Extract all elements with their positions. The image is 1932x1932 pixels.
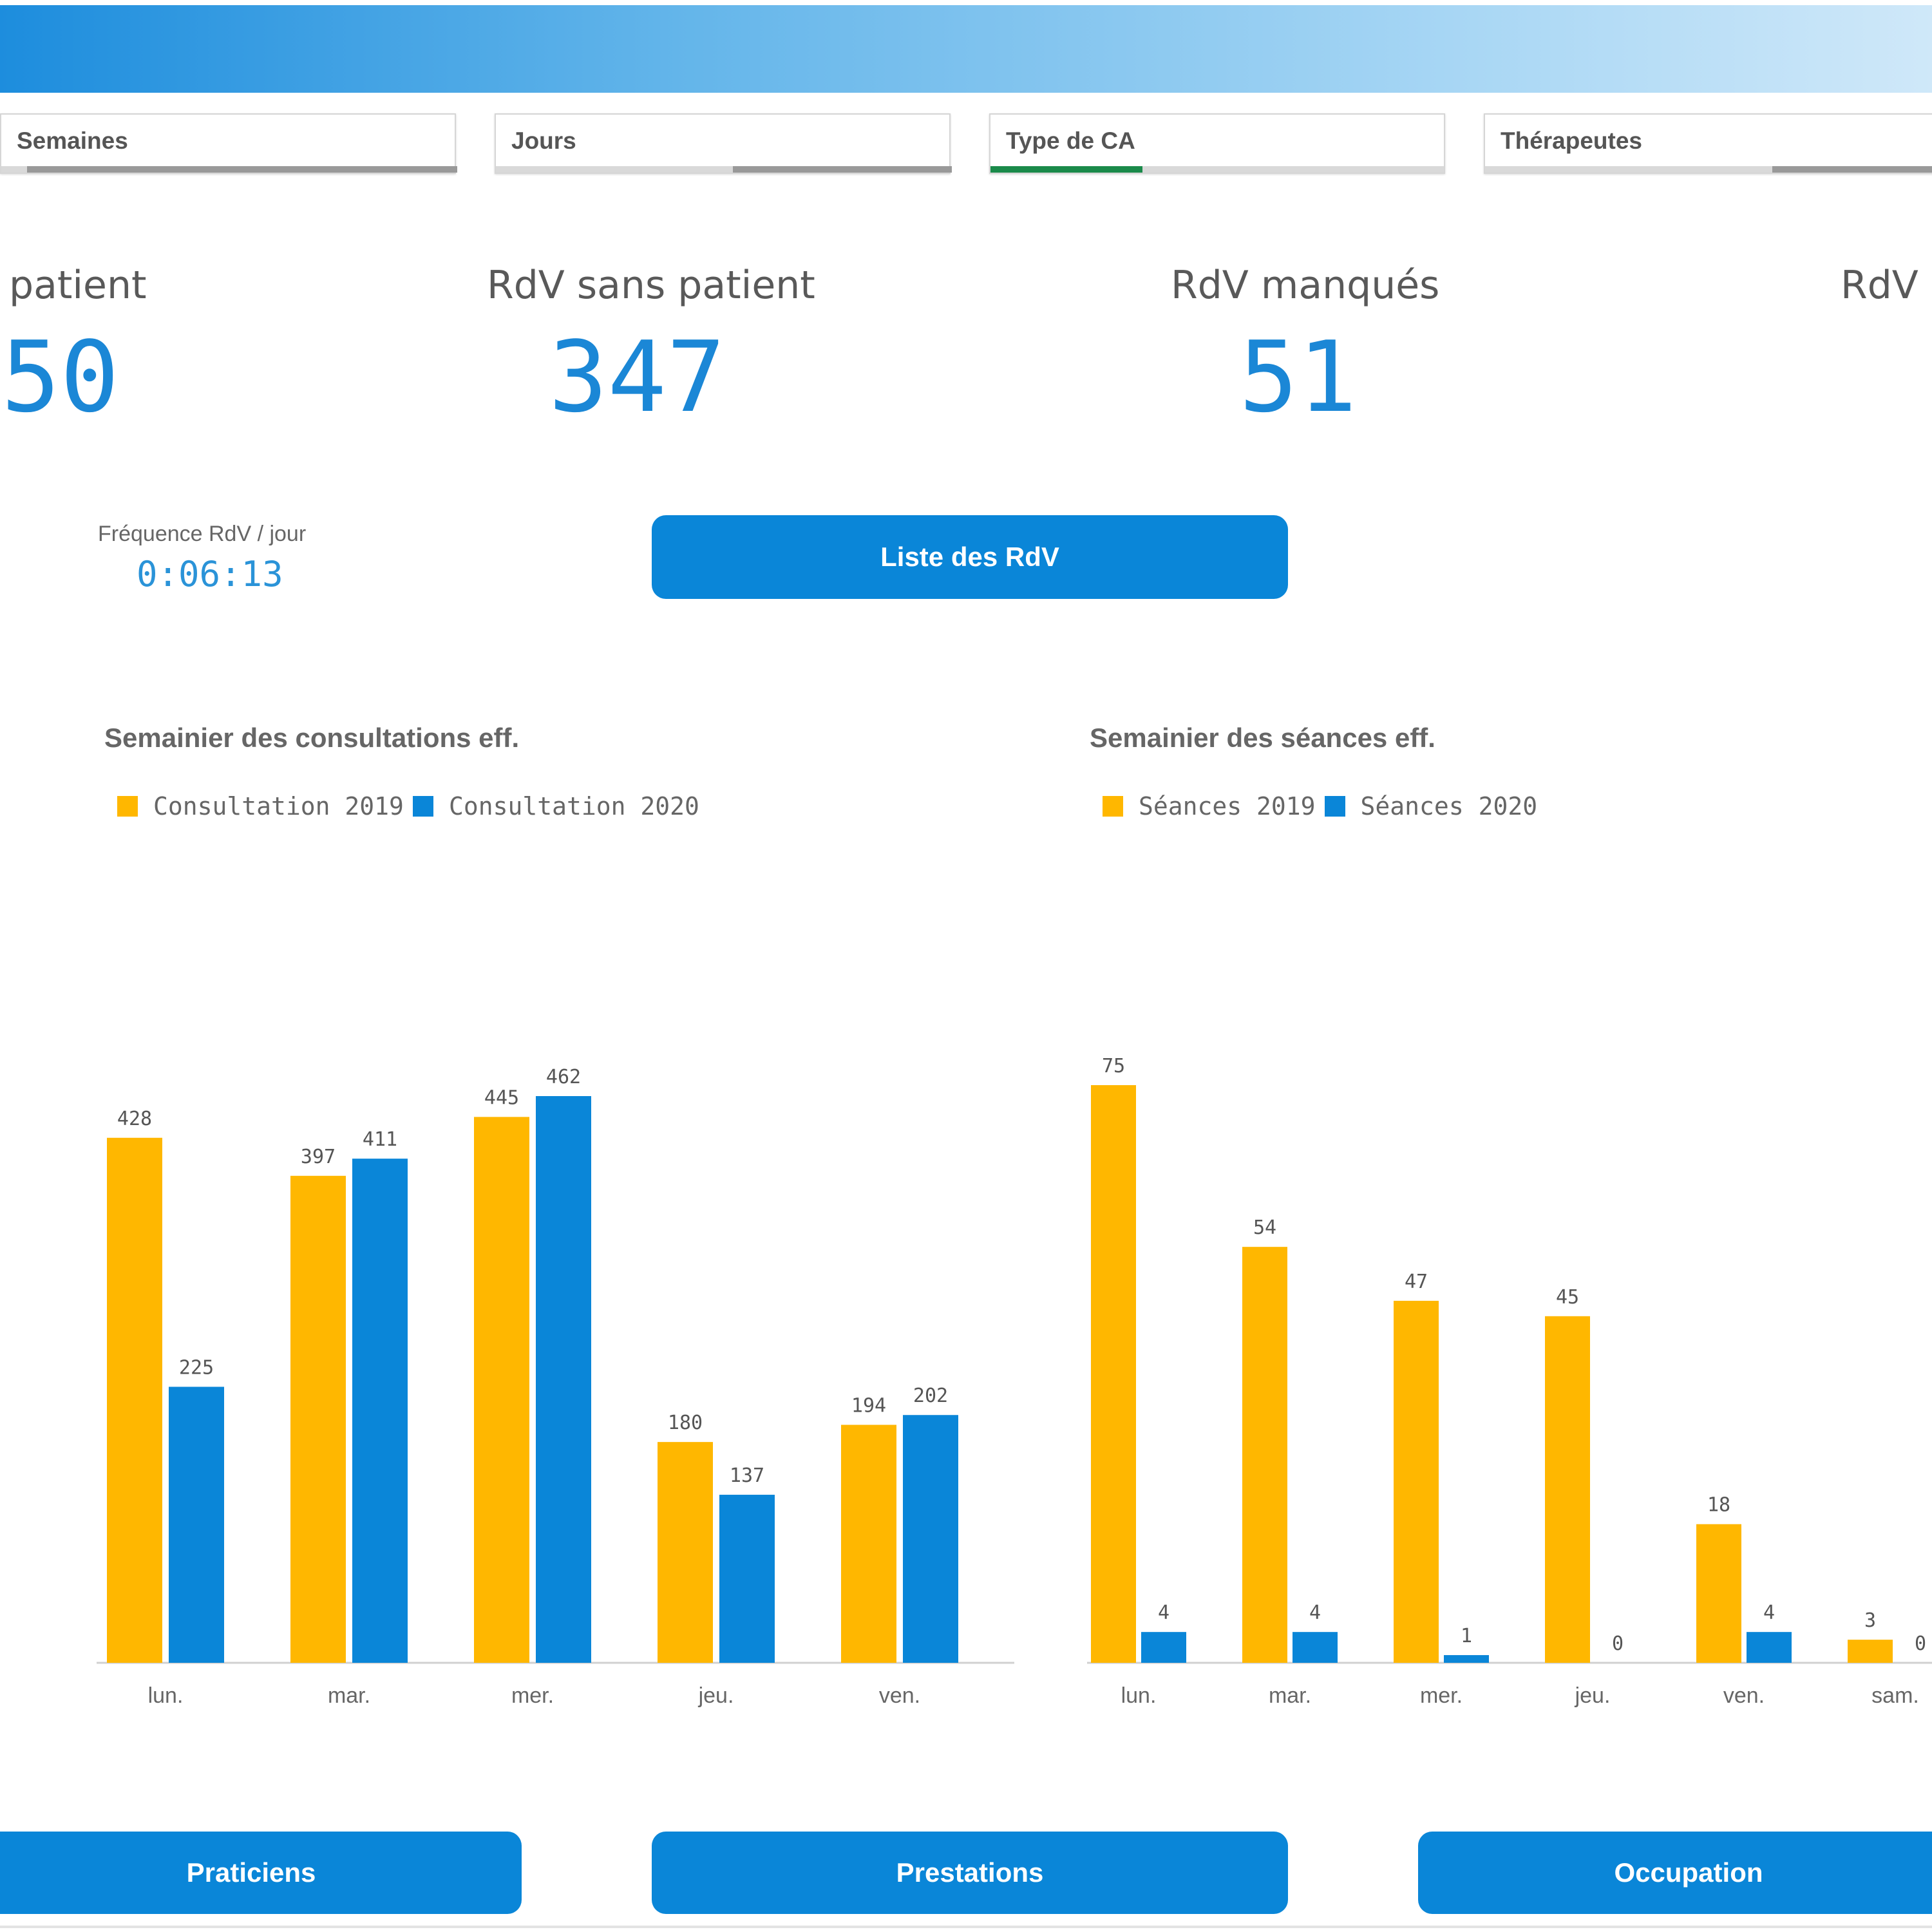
x-tick-label: mar.	[1269, 1683, 1311, 1708]
frequency-label: Fréquence RdV / jour	[98, 522, 307, 546]
bar-2020-mer[interactable]	[536, 1096, 591, 1663]
legend-item-seances-2020[interactable]: Séances 2020	[1324, 792, 1538, 820]
bar-2019-lun[interactable]	[1091, 1085, 1136, 1663]
bar-2019-sam[interactable]	[1848, 1640, 1893, 1663]
legend-label-consultation-2020: Consultation 2020	[448, 792, 699, 820]
data-label: 180	[668, 1412, 703, 1434]
app-header-bar	[0, 5, 1932, 93]
kpi-label-rdv-a: RdV a	[1841, 263, 1932, 308]
data-label: 0	[1612, 1633, 1624, 1655]
bar-2020-mar[interactable]	[1293, 1632, 1338, 1663]
data-label: 462	[546, 1066, 581, 1088]
x-tick-label: mer.	[511, 1683, 554, 1708]
data-label: 54	[1253, 1217, 1276, 1239]
data-label: 47	[1405, 1271, 1428, 1293]
bar-2019-mer[interactable]	[1394, 1300, 1439, 1663]
legend-label-seances-2020: Séances 2020	[1360, 792, 1538, 820]
bar-2020-lun[interactable]	[1141, 1632, 1186, 1663]
data-label: 75	[1102, 1055, 1125, 1077]
chart-seances-legend: Séances 2019 Séances 2020	[1103, 792, 1546, 820]
x-tick-label: mer.	[1420, 1683, 1463, 1708]
filter-jours-bar	[496, 166, 952, 173]
filter-therapeutes-label: Thérapeutes	[1501, 128, 1643, 154]
data-label: 4	[1309, 1602, 1321, 1624]
kpi-label-sans-patient: RdV sans patient	[487, 263, 815, 308]
bar-2019-mar[interactable]	[1242, 1247, 1287, 1663]
legend-label-consultation-2019: Consultation 2019	[153, 792, 404, 820]
legend-swatch-seances-2020	[1324, 796, 1345, 817]
bar-2020-lun[interactable]	[169, 1387, 224, 1663]
filter-semaines-bar	[1, 166, 457, 173]
filter-semaines[interactable]: Semaines	[0, 113, 457, 174]
legend-item-consultation-2019[interactable]: Consultation 2019	[117, 792, 404, 820]
filter-type-ca-bar	[990, 166, 1444, 173]
x-tick-label: ven.	[879, 1683, 920, 1708]
filter-jours-label: Jours	[511, 128, 576, 154]
bar-2020-ven[interactable]	[903, 1415, 958, 1663]
bar-2019-jeu[interactable]	[658, 1442, 713, 1663]
legend-label-seances-2019: Séances 2019	[1139, 792, 1316, 820]
data-label: 4	[1158, 1602, 1170, 1624]
chart-seances: 75 4 lun. 54 4 mar. 47 1 mer. 45 0 jeu. 18 4 ven. 3 0 sam…	[1087, 1055, 1932, 1708]
chart-seances-title: Semainier des séances eff.	[1090, 723, 1435, 753]
data-label: 445	[484, 1086, 519, 1109]
data-label: 45	[1556, 1286, 1579, 1309]
data-label: 0	[1915, 1633, 1926, 1655]
data-label: 18	[1707, 1494, 1730, 1517]
chart-consultations-legend: Consultation 2019 Consultation 2020	[117, 792, 708, 820]
filter-therapeutes-bar	[1485, 166, 1932, 173]
bar-2020-mar[interactable]	[352, 1159, 408, 1663]
filter-semaines-label: Semaines	[17, 128, 128, 154]
filter-type-ca[interactable]: Type de CA	[989, 113, 1445, 174]
bar-2019-ven[interactable]	[841, 1425, 896, 1663]
kpi-value-manques: 51	[1239, 320, 1358, 434]
occupation-button[interactable]: Occupation	[1418, 1832, 1932, 1914]
data-label: 202	[913, 1385, 948, 1407]
bar-2020-ven[interactable]	[1747, 1632, 1792, 1663]
chart-consultations: 428 225 lun. 397 411 mar. 445 462 mer. 180 137 jeu.…	[97, 1066, 1014, 1708]
x-tick-label: jeu.	[698, 1683, 734, 1708]
bar-2020-mer[interactable]	[1444, 1655, 1489, 1663]
data-label: 3	[1864, 1609, 1876, 1632]
data-label: 4	[1763, 1602, 1775, 1624]
data-label: 1	[1461, 1625, 1472, 1647]
filter-type-ca-label: Type de CA	[1006, 128, 1135, 154]
legend-item-consultation-2020[interactable]: Consultation 2020	[412, 792, 699, 820]
filter-jours[interactable]: Jours	[495, 113, 952, 174]
legend-item-seances-2019[interactable]: Séances 2019	[1103, 792, 1316, 820]
x-tick-label: mar.	[328, 1683, 370, 1708]
bar-2019-mer[interactable]	[474, 1117, 529, 1663]
bar-2019-ven[interactable]	[1696, 1524, 1741, 1663]
bar-2019-mar[interactable]	[290, 1175, 346, 1663]
legend-swatch-2020	[412, 796, 433, 817]
data-label: 428	[117, 1108, 152, 1130]
kpi-label-patient: patient	[9, 263, 147, 308]
kpi-value-rdv-a: (	[1919, 328, 1932, 426]
praticiens-button[interactable]: Praticiens	[0, 1832, 522, 1914]
kpi-value-patient: 50	[1, 320, 120, 434]
x-tick-label: ven.	[1723, 1683, 1765, 1708]
bottom-border	[0, 1926, 1932, 1928]
kpi-value-sans-patient: 347	[549, 320, 726, 434]
legend-swatch-seances-2019	[1103, 796, 1123, 817]
data-label: 411	[363, 1128, 397, 1151]
bar-2019-jeu[interactable]	[1545, 1316, 1590, 1663]
x-tick-label: lun.	[148, 1683, 184, 1708]
data-label: 225	[179, 1356, 214, 1379]
x-tick-label: sam.	[1871, 1683, 1919, 1708]
data-label: 397	[301, 1146, 336, 1168]
data-label: 194	[851, 1394, 886, 1417]
chart-consultations-title: Semainier des consultations eff.	[104, 723, 520, 753]
bar-2019-lun[interactable]	[107, 1137, 162, 1663]
legend-swatch-2019	[117, 796, 138, 817]
x-tick-label: jeu.	[1575, 1683, 1611, 1708]
liste-rdv-button[interactable]: Liste des RdV	[652, 515, 1288, 599]
frequency-value: 0:06:13	[137, 554, 283, 594]
filter-therapeutes[interactable]: Thérapeutes	[1484, 113, 1932, 174]
data-label: 137	[730, 1464, 764, 1487]
prestations-button[interactable]: Prestations	[652, 1832, 1288, 1914]
x-tick-label: lun.	[1121, 1683, 1157, 1708]
bar-2020-jeu[interactable]	[719, 1495, 775, 1663]
kpi-label-manques: RdV manqués	[1171, 263, 1440, 308]
